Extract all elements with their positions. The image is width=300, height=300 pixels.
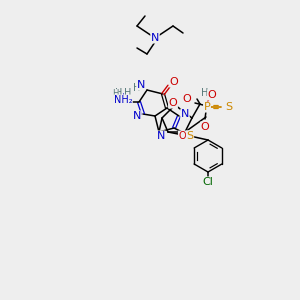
Text: H: H (133, 83, 141, 93)
Text: S: S (225, 102, 233, 112)
Text: NH₂: NH₂ (114, 95, 132, 105)
Text: O: O (183, 94, 191, 104)
Text: N: N (157, 131, 165, 141)
Text: O: O (208, 90, 216, 100)
Text: N: N (133, 111, 141, 121)
Text: N: N (151, 33, 159, 43)
Text: H: H (115, 88, 123, 98)
Text: O: O (169, 77, 178, 87)
Text: N: N (181, 109, 189, 119)
Text: O: O (169, 98, 177, 108)
Text: N: N (121, 93, 129, 103)
Text: H: H (112, 89, 118, 98)
Text: H: H (201, 88, 209, 98)
Text: S: S (186, 131, 194, 141)
Text: H: H (124, 88, 132, 98)
Text: Cl: Cl (202, 177, 213, 187)
Text: P: P (204, 102, 210, 112)
Text: OH: OH (178, 131, 194, 141)
Text: N: N (137, 80, 145, 90)
Text: O: O (201, 122, 209, 132)
